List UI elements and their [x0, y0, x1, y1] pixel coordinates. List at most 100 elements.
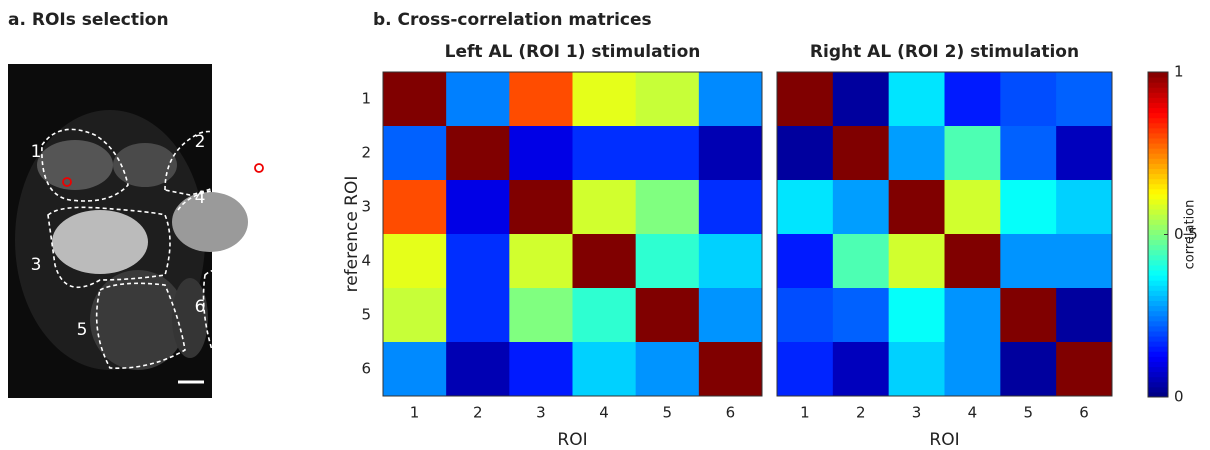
heatmap-cell — [833, 342, 889, 397]
colorbar-step — [1148, 118, 1168, 124]
chart-title: Left AL (ROI 1) stimulation — [445, 42, 701, 62]
heatmap-cell — [383, 342, 447, 397]
colorbar-step — [1148, 326, 1168, 332]
colorbar-step — [1148, 138, 1168, 144]
heatmap-cell — [383, 126, 447, 181]
colorbar-step — [1148, 133, 1168, 139]
panel-a-title: a. ROIs selection — [8, 10, 169, 30]
heatmap-cell — [889, 180, 945, 235]
heatmap-cell — [573, 288, 637, 343]
colorbar-step — [1148, 108, 1168, 114]
colorbar-step — [1148, 311, 1168, 317]
heatmap-cell — [699, 126, 763, 181]
heatmap-cell — [636, 72, 700, 127]
colorbar-step — [1148, 321, 1168, 327]
colorbar-step — [1148, 82, 1168, 88]
heatmap-cell — [509, 72, 573, 127]
x-tick-label: 6 — [726, 404, 736, 422]
colorbar-step — [1148, 245, 1168, 251]
colorbar-step — [1148, 275, 1168, 281]
heatmap-cell — [509, 126, 573, 181]
heatmap-cell — [636, 234, 700, 289]
colorbar-step — [1148, 341, 1168, 347]
colorbar-step — [1148, 179, 1168, 185]
x-tick-label: 3 — [912, 404, 922, 422]
heatmap-cell — [1000, 342, 1056, 397]
heatmap-cell — [945, 126, 1001, 181]
heatmap-cell — [833, 288, 889, 343]
heatmap-cell — [889, 72, 945, 127]
heatmap-cell — [1056, 126, 1112, 181]
colorbar-step — [1148, 209, 1168, 215]
colorbar-tick-label: 1 — [1174, 63, 1184, 81]
colorbar-step — [1148, 92, 1168, 98]
y-tick-label: 2 — [361, 144, 371, 162]
colorbar-step — [1148, 250, 1168, 256]
heatmap-cell — [383, 288, 447, 343]
heatmap-cell — [1000, 234, 1056, 289]
heatmap-cell — [833, 180, 889, 235]
heatmap-cell — [446, 180, 510, 235]
heatmap-cell — [699, 72, 763, 127]
heatmap-cell — [509, 234, 573, 289]
heatmap-cell — [777, 342, 833, 397]
heatmap-cell — [1000, 180, 1056, 235]
heatmap-cell — [636, 126, 700, 181]
heatmap-cell — [833, 72, 889, 127]
heatmap-cell — [1000, 288, 1056, 343]
heatmap-cell — [1000, 72, 1056, 127]
x-tick-label: 4 — [968, 404, 978, 422]
colorbar-step — [1148, 113, 1168, 119]
heatmap-cell — [446, 342, 510, 397]
heatmap-cell — [833, 126, 889, 181]
heatmap-cell — [573, 180, 637, 235]
colorbar-step — [1148, 235, 1168, 241]
colorbar-step — [1148, 204, 1168, 210]
colorbar-step — [1148, 336, 1168, 342]
colorbar-step — [1148, 290, 1168, 296]
colorbar-step — [1148, 361, 1168, 367]
colorbar-step — [1148, 189, 1168, 195]
colorbar-step — [1148, 265, 1168, 271]
colorbar-step — [1148, 174, 1168, 180]
colorbar-step — [1148, 270, 1168, 276]
colorbar-step — [1148, 367, 1168, 373]
colorbar-step — [1148, 377, 1168, 383]
colorbar-step — [1148, 260, 1168, 266]
roi-image — [8, 64, 290, 398]
colorbar-step — [1148, 219, 1168, 225]
heatmap-cell — [777, 234, 833, 289]
x-tick-label: 5 — [1023, 404, 1033, 422]
colorbar-step — [1148, 194, 1168, 200]
heatmap-cell — [699, 234, 763, 289]
heatmap-cell — [636, 288, 700, 343]
heatmap-cell — [889, 234, 945, 289]
colorbar-step — [1148, 306, 1168, 312]
roi-label: 6 — [195, 297, 206, 317]
x-tick-label: 5 — [662, 404, 672, 422]
roi-label: 3 — [31, 255, 42, 275]
heatmap-cell — [446, 288, 510, 343]
colorbar-step — [1148, 184, 1168, 190]
roi-label: 4 — [195, 188, 206, 208]
heatmap-cell — [573, 234, 637, 289]
heatmap-cell — [945, 180, 1001, 235]
heatmap-cell — [699, 342, 763, 397]
x-tick-label: 6 — [1079, 404, 1089, 422]
heatmap-cell — [1056, 234, 1112, 289]
y-tick-label: 6 — [361, 360, 371, 378]
heatmap-cell — [383, 72, 447, 127]
colorbar-step — [1148, 148, 1168, 154]
x-tick-label: 1 — [800, 404, 810, 422]
colorbar-step — [1148, 240, 1168, 246]
colorbar-step — [1148, 102, 1168, 108]
heatmap-cell — [1056, 180, 1112, 235]
x-tick-label: 1 — [410, 404, 420, 422]
heatmap-cell — [446, 234, 510, 289]
colorbar-label: correlation — [1183, 200, 1198, 270]
heatmap-cell — [777, 126, 833, 181]
colorbar-step — [1148, 382, 1168, 388]
y-tick-label: 5 — [361, 306, 371, 324]
heatmap-cell — [509, 342, 573, 397]
colorbar-step — [1148, 77, 1168, 83]
